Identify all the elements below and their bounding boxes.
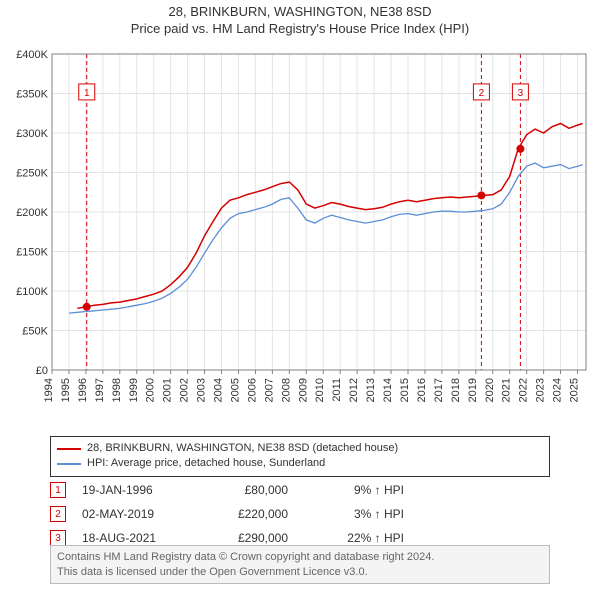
svg-text:2011: 2011 [331, 378, 343, 402]
svg-text:1996: 1996 [77, 378, 89, 402]
legend-label: 28, BRINKBURN, WASHINGTON, NE38 8SD (det… [87, 441, 398, 456]
transaction-change: 9% ↑ HPI [304, 483, 404, 497]
page-title: 28, BRINKBURN, WASHINGTON, NE38 8SD [0, 0, 600, 21]
transaction-marker-icon: 1 [50, 482, 66, 498]
transaction-row: 2 02-MAY-2019 £220,000 3% ↑ HPI [50, 502, 550, 526]
data-attribution: Contains HM Land Registry data © Crown c… [50, 545, 550, 584]
svg-text:1: 1 [84, 88, 90, 99]
svg-text:1997: 1997 [94, 378, 106, 402]
svg-text:2: 2 [479, 88, 485, 99]
svg-text:2006: 2006 [246, 378, 258, 402]
transaction-marker-icon: 3 [50, 530, 66, 546]
svg-text:2005: 2005 [229, 378, 241, 402]
transaction-change: 3% ↑ HPI [304, 507, 404, 521]
svg-text:2023: 2023 [535, 378, 547, 402]
svg-text:2022: 2022 [518, 378, 530, 402]
svg-text:£150K: £150K [16, 247, 48, 259]
svg-text:2025: 2025 [569, 378, 581, 402]
transaction-row: 1 19-JAN-1996 £80,000 9% ↑ HPI [50, 478, 550, 502]
svg-text:2020: 2020 [484, 378, 496, 402]
price-chart: £0 £50K £100K £150K £200K £250K £300K £350K £400… [8, 48, 592, 428]
svg-text:1995: 1995 [60, 378, 72, 402]
svg-text:2013: 2013 [365, 378, 377, 402]
transaction-date: 18-AUG-2021 [82, 531, 182, 545]
svg-text:3: 3 [518, 88, 524, 99]
svg-text:£250K: £250K [16, 168, 48, 180]
svg-text:£200K: £200K [16, 207, 48, 219]
transaction-price: £220,000 [198, 507, 288, 521]
svg-text:2001: 2001 [162, 378, 174, 402]
transaction-change: 22% ↑ HPI [304, 531, 404, 545]
legend-item: HPI: Average price, detached house, Sund… [57, 456, 543, 471]
svg-text:2000: 2000 [145, 378, 157, 402]
svg-text:2004: 2004 [213, 378, 225, 402]
svg-text:2021: 2021 [501, 378, 513, 402]
svg-text:2008: 2008 [280, 378, 292, 402]
legend-swatch [57, 463, 81, 465]
svg-text:2003: 2003 [196, 378, 208, 402]
legend-swatch [57, 448, 81, 450]
legend: 28, BRINKBURN, WASHINGTON, NE38 8SD (det… [50, 436, 550, 477]
svg-text:£0: £0 [36, 365, 48, 377]
svg-text:2016: 2016 [416, 378, 428, 402]
svg-text:1999: 1999 [128, 378, 140, 402]
svg-text:2015: 2015 [399, 378, 411, 402]
transaction-price: £80,000 [198, 483, 288, 497]
svg-text:2018: 2018 [450, 378, 462, 402]
svg-text:2002: 2002 [179, 378, 191, 402]
transaction-list: 1 19-JAN-1996 £80,000 9% ↑ HPI 2 02-MAY-… [50, 478, 550, 550]
svg-text:2014: 2014 [382, 378, 394, 402]
svg-text:2010: 2010 [314, 378, 326, 402]
svg-text:£400K: £400K [16, 49, 48, 61]
footer-line: This data is licensed under the Open Gov… [57, 565, 543, 579]
footer-line: Contains HM Land Registry data © Crown c… [57, 550, 543, 564]
legend-item: 28, BRINKBURN, WASHINGTON, NE38 8SD (det… [57, 441, 543, 456]
transaction-date: 19-JAN-1996 [82, 483, 182, 497]
transaction-date: 02-MAY-2019 [82, 507, 182, 521]
svg-text:2017: 2017 [433, 378, 445, 402]
svg-text:1998: 1998 [111, 378, 123, 402]
page-subtitle: Price paid vs. HM Land Registry's House … [0, 21, 600, 38]
svg-text:2012: 2012 [348, 378, 360, 402]
legend-label: HPI: Average price, detached house, Sund… [87, 456, 325, 471]
svg-text:2024: 2024 [552, 378, 564, 402]
svg-text:1994: 1994 [43, 378, 55, 402]
svg-text:£350K: £350K [16, 89, 48, 101]
transaction-marker-icon: 2 [50, 506, 66, 522]
svg-text:£100K: £100K [16, 286, 48, 298]
svg-text:2019: 2019 [467, 378, 479, 402]
transaction-price: £290,000 [198, 531, 288, 545]
svg-text:£50K: £50K [22, 326, 48, 338]
svg-text:2007: 2007 [263, 378, 275, 402]
svg-text:2009: 2009 [297, 378, 309, 402]
svg-text:£300K: £300K [16, 128, 48, 140]
